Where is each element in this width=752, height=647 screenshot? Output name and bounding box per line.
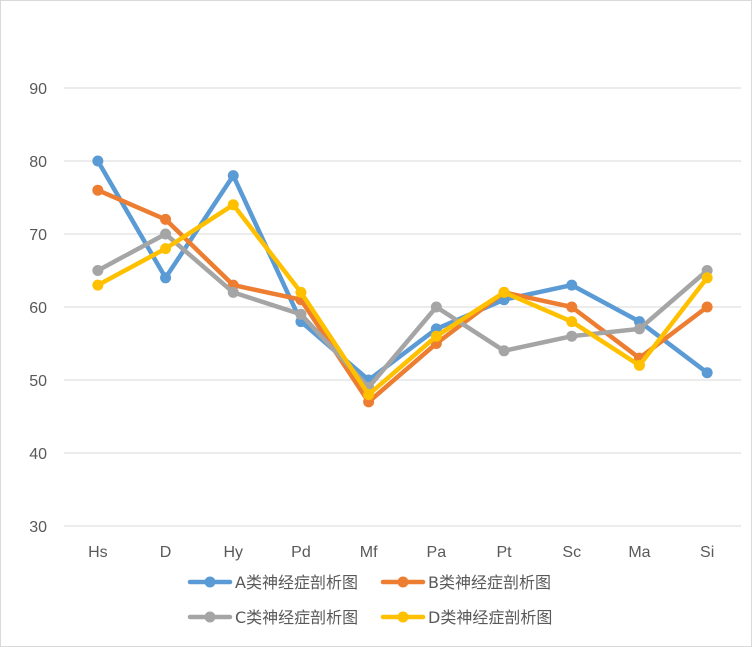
data-point [633,359,645,371]
series-b [92,184,713,408]
x-tick-label-mf: Mf [360,544,378,561]
series-d [92,199,713,401]
data-point [566,316,578,328]
data-point [566,279,578,291]
series-layer [92,155,713,408]
data-point [160,213,172,225]
legend-label: B类神经症剖析图 [428,573,551,592]
series-line [95,202,710,397]
y-tick-label: 60 [29,300,47,317]
data-point [227,286,239,298]
legend-swatch-marker [204,611,216,623]
data-point [701,272,713,284]
x-axis-tick-labels: Hs D Hy Pd Mf Pa Pt Sc Ma Si [88,544,714,561]
data-point [295,286,307,298]
y-tick-label: 90 [29,81,47,98]
data-point [92,265,104,276]
data-point [566,301,578,313]
legend-swatch-marker [204,576,216,588]
data-point [160,272,172,284]
data-point [430,301,442,313]
data-point [227,199,239,211]
data-point [498,286,510,298]
data-point [92,184,104,196]
x-tick-label-d: D [160,544,172,561]
data-point [160,228,172,240]
y-tick-label: 50 [29,373,47,390]
x-tick-label-sc: Sc [562,544,581,561]
data-point [498,345,510,357]
y-tick-label: 30 [29,519,47,536]
x-tick-label-pa: Pa [427,544,447,561]
x-tick-label-hs: Hs [88,544,108,561]
legend-label: C类神经症剖析图 [235,608,358,627]
legend: A类神经症剖析图 B类神经症剖析图 C类神经症剖析图 D类神经症剖析图 [187,573,552,627]
data-point [295,308,307,320]
legend-item-b: B类神经症剖析图 [380,573,551,592]
legend-label: A类神经症剖析图 [235,573,358,592]
x-tick-label-hy: Hy [223,544,243,561]
data-point [227,170,239,182]
legend-swatch-marker [397,576,409,588]
data-point [160,243,172,255]
data-point [430,330,442,342]
data-point [92,155,104,167]
y-axis-tick-labels: 30 40 50 60 70 80 90 [29,81,47,536]
data-point [566,330,578,342]
x-tick-label-pt: Pt [496,544,512,561]
data-point [701,301,713,313]
series-line [95,187,710,405]
y-tick-label: 40 [29,446,47,463]
legend-item-d: D类神经症剖析图 [380,608,552,627]
legend-swatch-marker [397,611,409,623]
x-tick-label-pd: Pd [291,544,311,561]
gridlines [64,87,741,527]
data-point [633,323,645,335]
series-line [95,231,710,390]
x-tick-label-ma: Ma [628,544,650,561]
y-tick-label: 80 [29,154,47,171]
legend-label: D类神经症剖析图 [428,608,552,627]
y-tick-label: 70 [29,227,47,244]
x-tick-label-si: Si [700,544,714,561]
legend-item-a: A类神经症剖析图 [187,573,358,592]
legend-item-c: C类神经症剖析图 [187,608,358,627]
data-point [363,389,375,401]
data-point [701,367,713,379]
data-point [92,279,104,291]
